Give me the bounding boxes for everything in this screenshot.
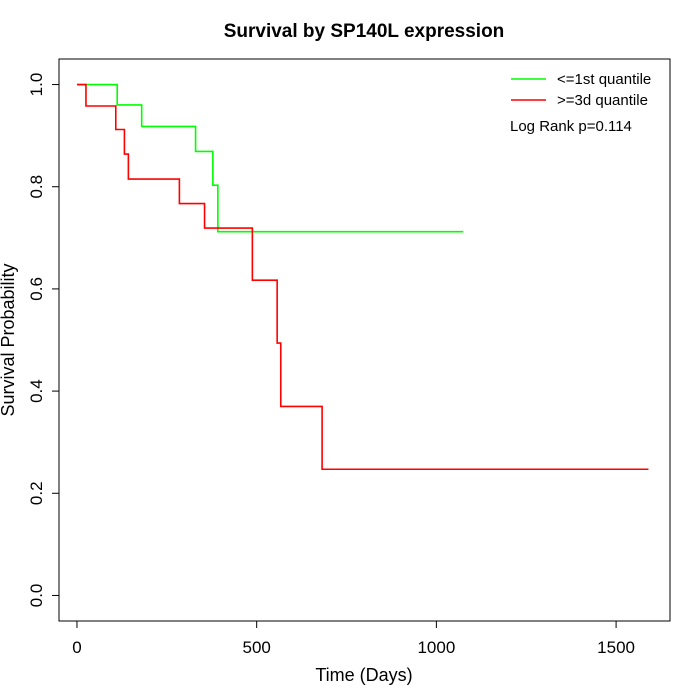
y-tick-label: 0.0 — [27, 584, 46, 608]
x-tick-label: 1000 — [417, 638, 455, 657]
y-tick-label: 1.0 — [27, 73, 46, 97]
y-tick-label: 0.4 — [27, 379, 46, 403]
y-axis-label: Survival Probability — [0, 263, 18, 416]
y-tick-label: 0.2 — [27, 481, 46, 505]
legend-label-1: >=3d quantile — [557, 92, 648, 109]
x-tick-label: 0 — [72, 638, 81, 657]
legend-label-0: <=1st quantile — [557, 71, 651, 88]
chart-title: Survival by SP140L expression — [224, 21, 505, 42]
plot-frame — [58, 58, 671, 622]
x-axis: 0 500 1000 1500 — [72, 620, 635, 657]
legend: <=1st quantile >=3d quantile — [511, 71, 651, 109]
x-axis-label: Time (Days) — [315, 665, 412, 685]
log-rank-annotation: Log Rank p=0.114 — [510, 118, 632, 135]
series-line-0 — [76, 83, 464, 233]
x-tick-label: 1500 — [597, 638, 635, 657]
y-axis: 0.0 0.2 0.4 0.6 0.8 1.0 — [27, 73, 60, 608]
series-layer — [76, 83, 649, 471]
series-line-1 — [76, 83, 649, 471]
y-tick-label: 0.6 — [27, 277, 46, 301]
y-tick-label: 0.8 — [27, 175, 46, 199]
x-tick-label: 500 — [242, 638, 270, 657]
